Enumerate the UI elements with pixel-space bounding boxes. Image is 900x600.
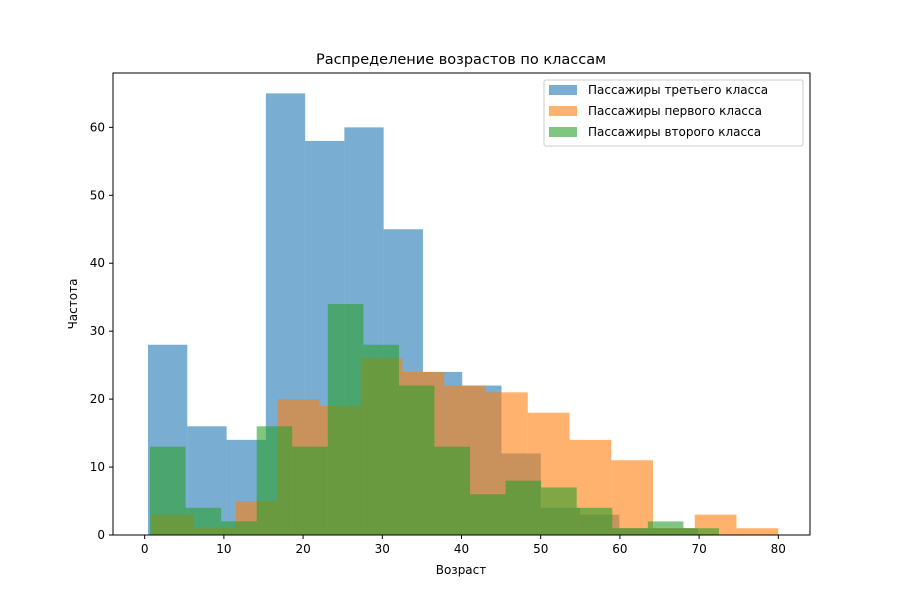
histogram-bar	[683, 528, 719, 535]
histogram-bar	[576, 507, 613, 535]
x-tick-label: 0	[141, 542, 149, 556]
x-tick-label: 10	[216, 542, 231, 556]
histogram-bar	[221, 521, 257, 535]
x-tick-label: 50	[533, 542, 548, 556]
histogram-bar	[611, 460, 654, 535]
x-axis-ticks: 0 10 20 30 40 50 60 70 80	[141, 535, 786, 556]
histogram-bar	[363, 344, 399, 535]
legend-swatch	[549, 85, 577, 95]
x-tick-label: 20	[295, 542, 310, 556]
legend-swatch	[549, 127, 577, 137]
series-2-bars	[149, 304, 719, 535]
histogram-bar	[541, 487, 577, 535]
x-tick-label: 30	[375, 542, 390, 556]
histogram-bar	[612, 528, 648, 535]
x-tick-label: 70	[691, 542, 706, 556]
legend-box	[543, 79, 804, 147]
chart-legend: Пассажиры третьего класса Пассажиры перво…	[543, 79, 804, 147]
y-tick-label: 50	[90, 188, 105, 202]
legend-label: Пассажиры первого класса	[588, 104, 762, 118]
histogram-bar	[434, 446, 471, 535]
histogram-bar	[292, 446, 328, 535]
histogram-bar	[647, 521, 684, 535]
y-axis-ticks: 0 10 20 30 40 50 60	[90, 120, 113, 542]
y-tick-label: 30	[90, 324, 105, 338]
histogram-bars	[148, 93, 779, 535]
chart-title: Распределение возрастов по классам	[316, 52, 606, 68]
y-axis-label: Частота	[66, 279, 80, 330]
histogram-bar	[505, 480, 542, 535]
y-tick-label: 0	[97, 528, 105, 542]
histogram-bar	[470, 494, 506, 535]
x-tick-label: 60	[612, 542, 627, 556]
histogram-bar	[256, 426, 293, 535]
histogram-bar	[736, 528, 779, 535]
histogram-bar	[327, 304, 364, 535]
histogram-bar	[185, 507, 222, 535]
x-axis-label: Возраст	[436, 563, 487, 577]
y-tick-label: 10	[90, 460, 105, 474]
legend-label: Пассажиры третьего класса	[588, 83, 768, 97]
y-tick-label: 20	[90, 392, 105, 406]
legend-label: Пассажиры второго класса	[588, 125, 761, 139]
histogram-bar	[149, 446, 186, 535]
x-tick-label: 40	[454, 542, 469, 556]
histogram-bar	[398, 385, 435, 535]
y-tick-label: 60	[90, 120, 105, 134]
x-tick-label: 80	[771, 542, 786, 556]
legend-swatch	[549, 106, 577, 116]
y-tick-label: 40	[90, 256, 105, 270]
